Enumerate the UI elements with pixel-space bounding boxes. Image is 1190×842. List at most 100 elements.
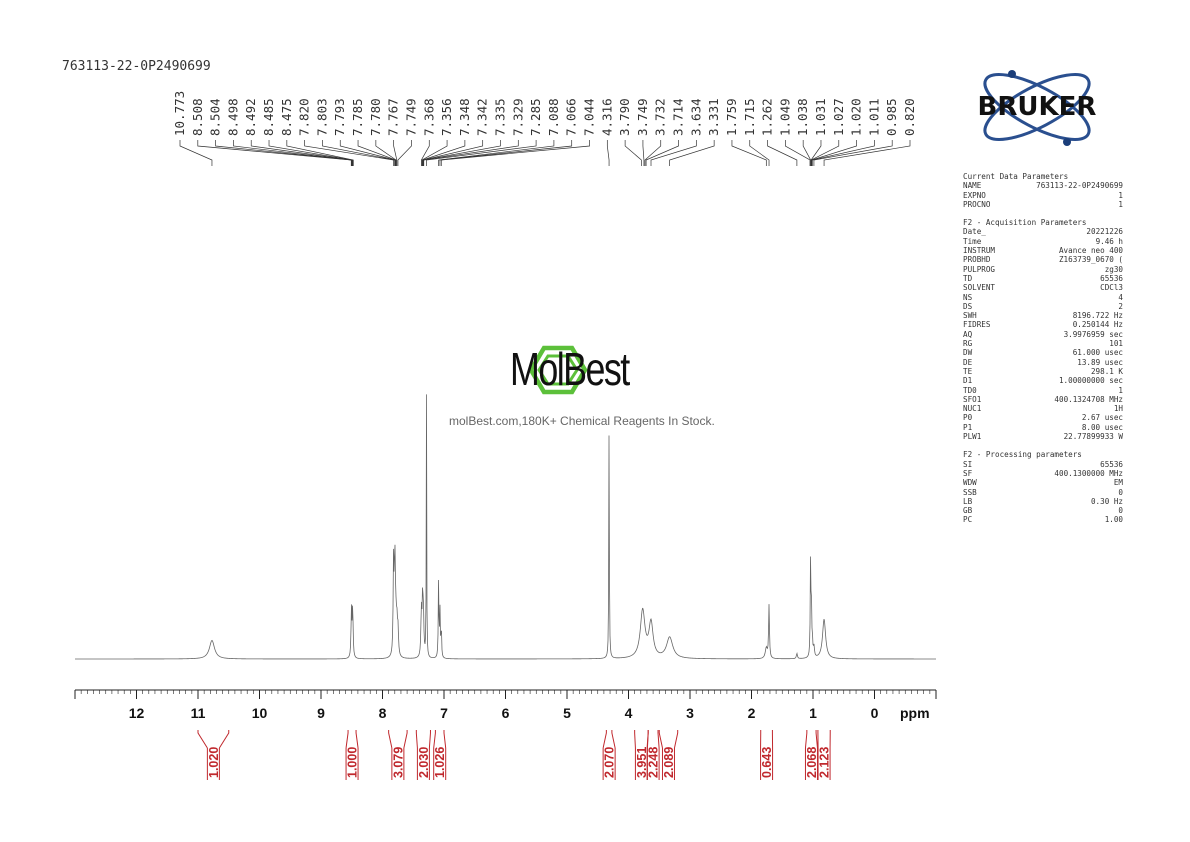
integral-value: 1.000 <box>346 747 360 778</box>
param-row: SF 400.1300000 MHz <box>963 469 1123 478</box>
param-row: Date_ 20221226 <box>963 227 1123 236</box>
peak-leader <box>810 140 840 166</box>
param-row: SWH 8196.722 Hz <box>963 311 1123 320</box>
peak-leader <box>421 140 448 166</box>
acquisition-params-title: F2 - Acquisition Parameters <box>963 218 1087 228</box>
param-key: D1 <box>963 376 973 386</box>
peak-leader <box>322 140 395 166</box>
param-row: INSTRUM Avance neo 400 <box>963 246 1123 255</box>
peak-leader-group <box>179 140 911 166</box>
spectrum-trace <box>75 394 936 660</box>
peak-label: 7.749 <box>403 98 418 136</box>
x-axis: 12 11 10 9 8 7 6 5 4 3 2 1 0 ppm <box>74 689 937 721</box>
peak-leader <box>811 140 875 166</box>
peak-leader <box>268 140 354 166</box>
bruker-atom-logo: BRUKER <box>978 70 1096 146</box>
x-tick-label: 7 <box>440 705 448 721</box>
peak-leader <box>813 140 893 166</box>
param-row: SI 65536 <box>963 460 1123 469</box>
integral-bracket <box>197 730 208 749</box>
peak-label: 8.508 <box>190 98 205 136</box>
peak-leader <box>357 140 397 166</box>
param-key: Time <box>963 236 982 246</box>
integral-bracket <box>657 730 660 749</box>
param-key: GB <box>963 506 973 516</box>
x-tick-label: 10 <box>252 705 268 721</box>
param-key: DW <box>963 348 973 358</box>
peak-leader <box>811 140 857 166</box>
param-value: 13.89 usec <box>1077 357 1123 367</box>
peak-leader <box>823 140 911 166</box>
peak-leader <box>250 140 353 166</box>
peak-label: 1.020 <box>849 98 864 136</box>
integral-bracket <box>218 730 230 749</box>
param-key: FIDRES <box>963 320 991 330</box>
integral-value: 2.030 <box>417 747 431 778</box>
param-key: RG <box>963 339 973 349</box>
peak-label: 1.031 <box>813 98 828 136</box>
integral-value: 0.643 <box>760 747 774 778</box>
integral-bracket <box>403 730 408 749</box>
integral-bracket <box>602 730 607 749</box>
peak-leader <box>802 140 812 166</box>
param-value: 763113-22-0P2490699 <box>1036 181 1123 191</box>
param-key: LB <box>963 496 973 506</box>
param-value: 0 <box>1118 506 1123 516</box>
peak-leader <box>749 140 770 166</box>
current-params-list: NAME 763113-22-0P2490699 EXPNO 1 PROCNO 1 <box>963 181 1123 209</box>
param-row: NS 4 <box>963 293 1123 302</box>
param-row: SSB 0 <box>963 488 1123 497</box>
peak-leader <box>645 140 679 166</box>
peak-leader <box>233 140 353 166</box>
param-row: NAME 763113-22-0P2490699 <box>963 181 1123 190</box>
peak-leader <box>650 140 697 166</box>
param-key: SWH <box>963 311 977 321</box>
peak-label: 3.790 <box>617 98 632 136</box>
param-row: Time 9.46 h <box>963 237 1123 246</box>
param-key: SSB <box>963 487 977 497</box>
param-row: D1 1.00000000 sec <box>963 376 1123 385</box>
processing-params-list: SI 65536 SF 400.1300000 MHz WDW EM SSB 0 LB 0.30 … <box>963 460 1123 525</box>
peak-label: 1.715 <box>742 98 757 136</box>
peak-label: 7.767 <box>386 98 401 136</box>
peak-leader <box>644 140 662 166</box>
processing-params-title: F2 - Processing parameters <box>963 450 1082 460</box>
x-axis-label: ppm <box>900 705 930 721</box>
peak-leader <box>397 140 412 166</box>
peak-label: 7.329 <box>510 98 525 136</box>
acquisition-params-list: Date_ 20221226 Time 9.46 h INSTRUM Avance neo… <box>963 227 1123 441</box>
peak-label: 3.749 <box>635 98 650 136</box>
x-tick-label: 11 <box>191 705 206 721</box>
integral-bracket <box>388 730 393 749</box>
param-value: 22.77899933 W <box>1063 432 1123 442</box>
peak-label: 1.759 <box>724 98 739 136</box>
peak-label: 4.316 <box>599 98 614 136</box>
param-value: Avance neo 400 <box>1058 246 1123 256</box>
peak-leader <box>606 140 610 166</box>
param-key: P0 <box>963 413 973 423</box>
peak-label: 7.088 <box>546 98 561 136</box>
integral-bracket <box>815 730 818 749</box>
param-value: 1 <box>1118 385 1123 395</box>
param-value: 101 <box>1109 339 1123 349</box>
integral-bracket <box>433 730 436 749</box>
peak-label: 3.331 <box>706 98 721 136</box>
integral-bracket <box>355 730 359 749</box>
param-value: 1 <box>1118 199 1123 209</box>
peak-label: 7.356 <box>439 98 454 136</box>
peak-leader <box>286 140 354 166</box>
peak-label: 3.714 <box>671 98 686 136</box>
integral-bracket <box>443 730 447 749</box>
molbest-benzene-icon <box>528 345 588 395</box>
peak-leader <box>375 140 397 166</box>
x-tick-label: 8 <box>379 705 387 721</box>
param-value: 2.67 usec <box>1081 413 1123 423</box>
peak-label: 1.011 <box>866 98 881 136</box>
param-key: PROCNO <box>963 199 991 209</box>
integral-bracket <box>345 730 349 749</box>
x-tick-label: 4 <box>625 705 633 721</box>
peak-leader <box>423 140 519 166</box>
param-key: SOLVENT <box>963 283 996 293</box>
integral-value: 3.951 <box>635 747 649 778</box>
peak-label: 3.634 <box>688 98 703 136</box>
